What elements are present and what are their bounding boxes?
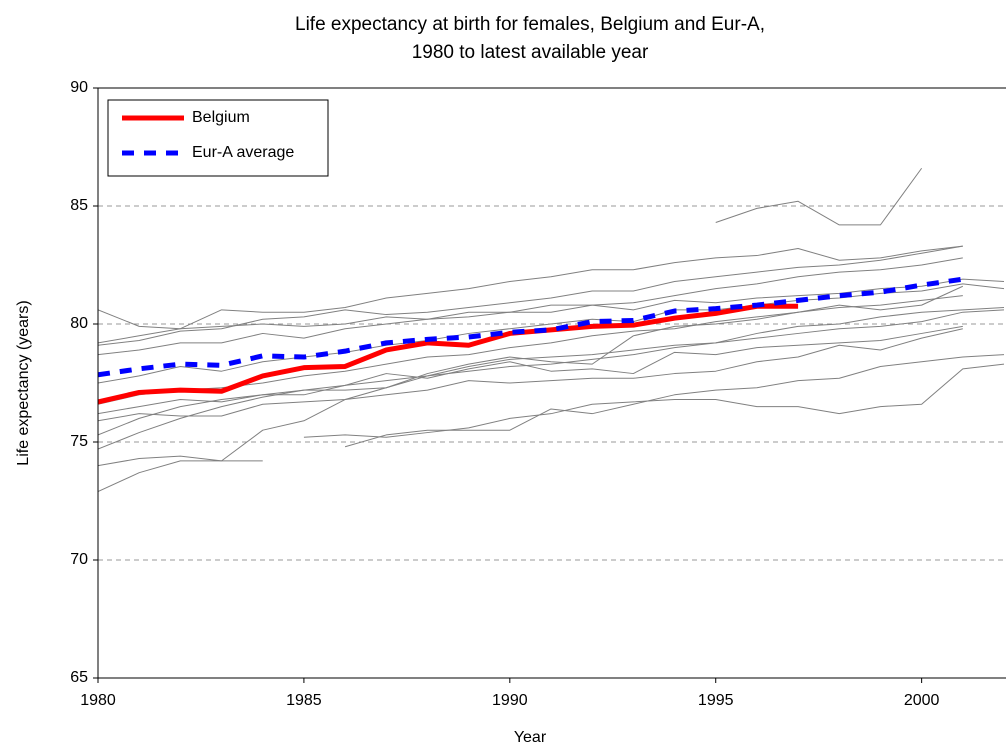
background-line xyxy=(98,325,963,450)
chart-title: Life expectancy at birth for females, Be… xyxy=(295,14,765,35)
x-tick-label: 1980 xyxy=(80,692,116,709)
series-line xyxy=(98,276,964,378)
background-line xyxy=(98,309,1005,415)
x-tick-label: 1990 xyxy=(492,692,528,709)
x-axis-label: Year xyxy=(514,729,547,746)
background-line xyxy=(98,278,1005,344)
background-line xyxy=(98,257,963,356)
background-line xyxy=(344,354,1005,448)
background-line xyxy=(98,306,1005,422)
background-line xyxy=(98,455,263,467)
y-tick-label: 90 xyxy=(70,79,88,96)
series-line xyxy=(98,303,799,405)
background-line xyxy=(98,285,964,436)
background-line xyxy=(98,283,1005,384)
plot-frame xyxy=(97,87,1006,679)
y-tick-label: 65 xyxy=(70,669,88,686)
y-tick-label: 80 xyxy=(70,315,88,332)
y-axis-label: Life expectancy (years) xyxy=(15,300,32,465)
y-tick-label: 75 xyxy=(70,433,88,450)
y-tick-label: 85 xyxy=(70,197,88,214)
background-line xyxy=(715,167,923,226)
x-tick-label: 2000 xyxy=(904,692,940,709)
x-tick-label: 1995 xyxy=(698,692,734,709)
background-line xyxy=(303,363,1005,438)
legend-box xyxy=(107,99,329,177)
legend-label: Belgium xyxy=(192,109,250,126)
background-line xyxy=(98,245,963,346)
background-line xyxy=(98,328,963,493)
y-tick-label: 70 xyxy=(70,551,88,568)
x-tick-label: 1985 xyxy=(286,692,322,709)
plot-lines xyxy=(98,167,1005,493)
axes: 65 70 75 80 85 90 1980 1985 1990 1995 2000 Belgium E… xyxy=(70,79,939,709)
legend-label: Eur-A average xyxy=(192,144,294,161)
background-line xyxy=(98,245,963,330)
chart-title: 1980 to latest available year xyxy=(412,42,649,63)
